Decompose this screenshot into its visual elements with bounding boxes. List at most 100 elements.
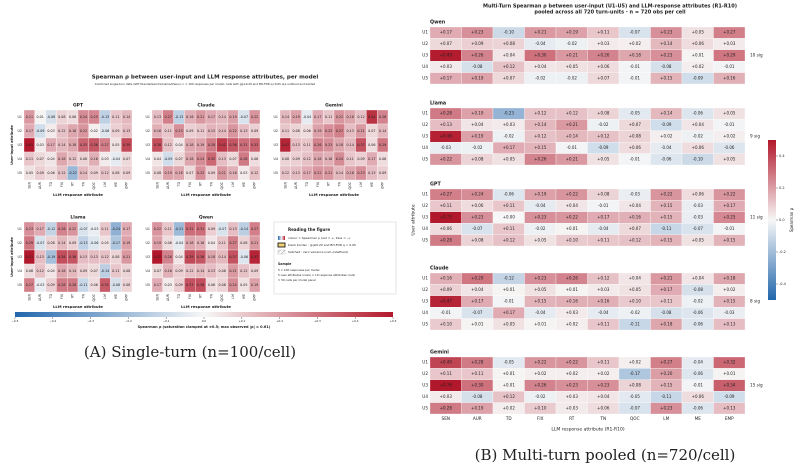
cell-label: 0.12 (240, 269, 247, 273)
cell-label: 0.27 (26, 283, 33, 287)
cell-label: +0.04 (597, 394, 610, 399)
x-tick-label: EMP (125, 182, 129, 189)
cell-label: +0.22 (534, 360, 547, 365)
sample-line: = 50 cells per model panel (278, 278, 316, 282)
cell-label: 0.18 (336, 143, 343, 147)
cell-label: 0.18 (175, 171, 182, 175)
cell-label: -0.06 (90, 241, 99, 245)
colorbar-tick-label: −0.3 (87, 319, 94, 323)
cell-label: 0.26 (58, 227, 65, 231)
cell-label: 0.12 (69, 157, 76, 161)
row-label: U2 (17, 241, 22, 245)
x-tick-label: SEN (27, 293, 31, 300)
cell-label: -0.09 (693, 75, 704, 80)
row-label: U2 (422, 287, 428, 292)
cell-label: +0.20 (660, 371, 673, 376)
cell-label: 0.19 (165, 171, 172, 175)
cell-label: 0.09 (175, 269, 182, 273)
cell-label: 0.16 (325, 157, 332, 161)
cell-label: 0.08 (112, 171, 119, 175)
row-label: U2 (422, 41, 428, 46)
cell-label: 0.17 (37, 227, 44, 231)
sig-note: 8 sig (750, 299, 760, 304)
cell-label: -0.10 (693, 156, 704, 161)
cell-label: +0.14 (534, 122, 547, 127)
cell-label: 0.09 (251, 269, 258, 273)
cell-label: 0.36 (197, 255, 204, 259)
cell-label: 0.09 (37, 171, 44, 175)
cell-label: +0.10 (440, 321, 453, 326)
cell-label: 0.21 (123, 255, 130, 259)
cell-label: 0.17 (123, 227, 130, 231)
cell-label: +0.11 (597, 30, 610, 35)
cell-label: -0.03 (693, 203, 704, 208)
cell-label: -0.04 (535, 203, 546, 208)
cell-label: 0.14 (80, 171, 87, 175)
cell-label: 0.29 (379, 143, 386, 147)
panel-title: GPT (430, 182, 441, 188)
cell-label: +0.04 (471, 122, 484, 127)
sample-line: 5 user attributes (rows) × 10 response a… (278, 273, 355, 277)
cell-label: 0.14 (58, 143, 65, 147)
cell-label: 0.36 (91, 143, 98, 147)
cell-label: 0.23 (357, 171, 364, 175)
x-tick-label: LM (231, 294, 235, 299)
cell-label: -0.07 (79, 227, 88, 231)
cell-label: 0.44 (368, 115, 375, 119)
cell-label: 0.17 (26, 129, 33, 133)
cell-label: 0.08 (219, 269, 226, 273)
heat-cell (713, 402, 746, 415)
cell-label: +0.12 (534, 134, 547, 139)
cell-label: 0.14 (379, 129, 386, 133)
cell-label: +0.11 (597, 360, 610, 365)
cell-label: -0.12 (504, 276, 515, 281)
cell-label: +0.11 (660, 299, 673, 304)
cell-label: 0.23 (325, 143, 332, 147)
cell-label: +0.10 (629, 299, 642, 304)
cell-label: -0.07 (472, 226, 483, 231)
cell-label: 0.09 (379, 171, 386, 175)
cell-label: -0.01 (504, 299, 515, 304)
cell-label: +0.23 (471, 30, 484, 35)
cell-label: +0.10 (534, 405, 547, 410)
cell-label: +0.02 (597, 371, 610, 376)
legend-item: black border : |ρ|≥0.20 and BH-FDR q < 0… (288, 243, 356, 247)
legend-swatch (277, 242, 286, 248)
cell-label: +0.11 (503, 203, 516, 208)
cell-label: -0.05 (630, 394, 641, 399)
row-label: U2 (145, 241, 150, 245)
x-tick-label: ME (242, 182, 246, 187)
cell-label: +0.22 (440, 156, 453, 161)
caption-a: (A) Single-turn (n=100/cell) (84, 343, 296, 361)
cell-label: -0.04 (598, 310, 609, 315)
cell-label: +0.27 (723, 30, 736, 35)
cell-label: +0.29 (471, 276, 484, 281)
cell-label: +0.01 (566, 287, 579, 292)
row-label: U4 (17, 157, 22, 161)
cell-label: +0.22 (566, 360, 579, 365)
cell-label: +0.16 (629, 215, 642, 220)
x-tick-label: SEN (27, 181, 31, 188)
cell-label: +0.22 (566, 192, 579, 197)
panel-title: Gemini (325, 103, 343, 109)
cell-label: -0.08 (661, 64, 672, 69)
cell-label: 0.22 (229, 129, 236, 133)
cell-label: +0.21 (566, 53, 579, 58)
x-tick-label: TD (49, 294, 53, 300)
x-tick-label: TN (337, 181, 341, 187)
row-label: U3 (273, 143, 278, 147)
row-label: U5 (422, 321, 428, 326)
cell-label: 0.07 (37, 157, 44, 161)
cell-label: +0.28 (440, 111, 453, 116)
x-tick-label: RT (327, 181, 331, 186)
row-label: U1 (145, 227, 150, 231)
x-tick-label: RT (569, 416, 575, 421)
cell-label: 0.09 (47, 283, 54, 287)
cell-label: 0.42 (219, 143, 226, 147)
cell-label: +0.05 (629, 287, 642, 292)
cell-label: -0.07 (693, 226, 704, 231)
cell-label: -0.13 (79, 241, 88, 245)
row-label: U1 (17, 115, 22, 119)
x-tick-label: TN (81, 181, 85, 187)
cell-label: 0.06 (251, 157, 258, 161)
